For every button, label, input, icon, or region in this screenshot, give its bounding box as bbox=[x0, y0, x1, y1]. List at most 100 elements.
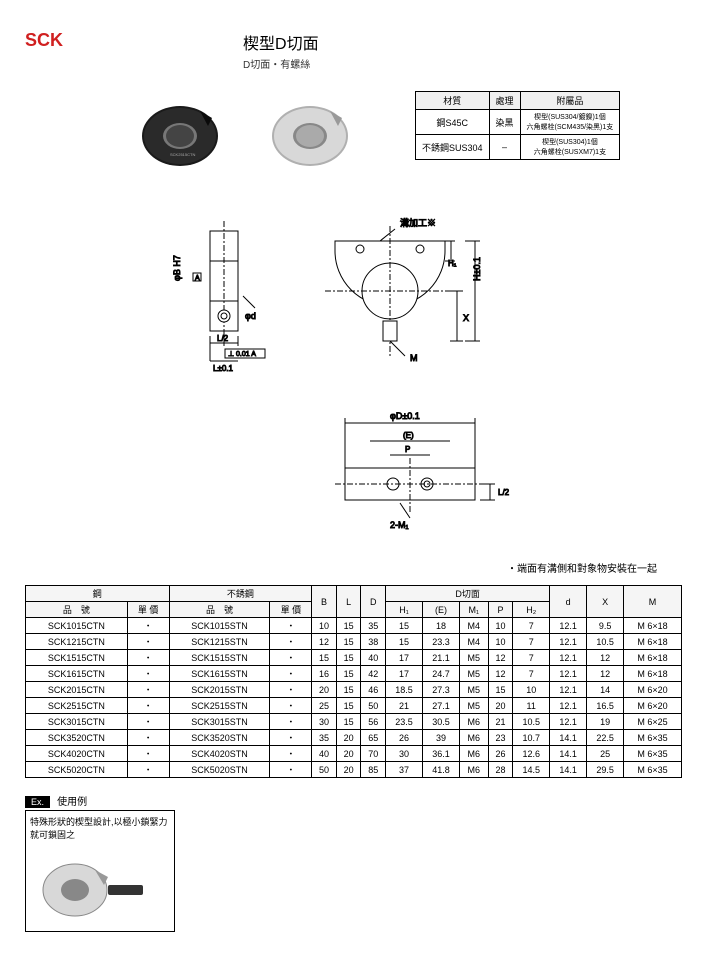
table-cell: ・ bbox=[270, 618, 312, 634]
table-cell: 12 bbox=[488, 650, 513, 666]
table-cell: M 6×18 bbox=[624, 618, 682, 634]
table-cell: 15 bbox=[336, 650, 361, 666]
table-cell: 12.1 bbox=[550, 634, 587, 650]
table-cell: 12 bbox=[587, 666, 624, 682]
treatment-col: 處理 bbox=[489, 92, 520, 110]
table-cell: M 6×18 bbox=[624, 650, 682, 666]
table-cell: ・ bbox=[127, 634, 169, 650]
table-cell: ・ bbox=[270, 762, 312, 778]
table-cell: SCK2515CTN bbox=[26, 698, 128, 714]
table-cell: M6 bbox=[459, 746, 488, 762]
table-cell: SCK1615STN bbox=[169, 666, 270, 682]
svg-text:φd: φd bbox=[245, 311, 256, 321]
table-cell: M6 bbox=[459, 730, 488, 746]
table-cell: SCK1215STN bbox=[169, 634, 270, 650]
table-cell: 50 bbox=[361, 698, 386, 714]
col-d: D bbox=[361, 586, 386, 618]
table-cell: ・ bbox=[127, 666, 169, 682]
table-cell: M 6×20 bbox=[624, 682, 682, 698]
table-cell: ・ bbox=[127, 746, 169, 762]
usage-section: Ex. 使用例 特殊形狀的楔型設計,以極小鎖緊力就可鎖固之 bbox=[25, 793, 682, 932]
svg-text:(E): (E) bbox=[403, 431, 414, 440]
usage-title: 使用例 bbox=[57, 797, 87, 808]
table-cell: 14.1 bbox=[550, 730, 587, 746]
material-cell: – bbox=[489, 135, 520, 160]
table-cell: SCK4020STN bbox=[169, 746, 270, 762]
table-cell: 56 bbox=[361, 714, 386, 730]
table-cell: 21 bbox=[386, 698, 423, 714]
table-cell: 29.5 bbox=[587, 762, 624, 778]
table-cell: 26 bbox=[488, 746, 513, 762]
table-cell: 40 bbox=[312, 746, 337, 762]
sub-header-cell: 單 價 bbox=[270, 602, 312, 618]
table-cell: 12 bbox=[587, 650, 624, 666]
table-row: SCK1515CTN・SCK1515STN・1515401721.1M51271… bbox=[26, 650, 682, 666]
table-cell: SCK2015CTN bbox=[26, 682, 128, 698]
sub-header-cell: 品 號 bbox=[169, 602, 270, 618]
table-cell: 12.1 bbox=[550, 618, 587, 634]
table-cell: 15 bbox=[386, 618, 423, 634]
table-cell: 15 bbox=[336, 714, 361, 730]
table-cell: 18 bbox=[423, 618, 460, 634]
usage-illustration bbox=[30, 845, 160, 925]
table-cell: 21 bbox=[488, 714, 513, 730]
table-cell: 12.1 bbox=[550, 682, 587, 698]
table-cell: ・ bbox=[127, 698, 169, 714]
table-cell: 24.7 bbox=[423, 666, 460, 682]
table-cell: 10.5 bbox=[513, 714, 550, 730]
product-code: SCK bbox=[25, 30, 63, 71]
table-cell: 30 bbox=[386, 746, 423, 762]
installation-note: ・端面有溝側和對象物安裝在一起 bbox=[25, 560, 657, 575]
table-cell: ・ bbox=[270, 714, 312, 730]
table-cell: 12 bbox=[488, 666, 513, 682]
table-cell: 10.7 bbox=[513, 730, 550, 746]
table-cell: SCK4020CTN bbox=[26, 746, 128, 762]
side-view-diagram: φB H7 A φd L/2 ⊥ 0.01 A L±0.1 bbox=[165, 211, 285, 383]
svg-text:X: X bbox=[463, 313, 469, 323]
table-cell: 12.1 bbox=[550, 666, 587, 682]
silver-collar-photo bbox=[255, 91, 365, 181]
group-header-row: 鋼 不銹鋼 B L D D切面 d X M bbox=[26, 586, 682, 602]
table-cell: 7 bbox=[513, 650, 550, 666]
svg-text:φD±0.1: φD±0.1 bbox=[390, 411, 420, 421]
product-images-row: SCK2515CTN 材質 處理 附屬品 鋼S45C染黑楔型(SUS304/鍍鎳… bbox=[125, 91, 682, 181]
table-cell: SCK3015STN bbox=[169, 714, 270, 730]
sub-title: D切面・有螺絲 bbox=[243, 56, 319, 71]
table-cell: ・ bbox=[127, 618, 169, 634]
table-cell: M4 bbox=[459, 618, 488, 634]
table-cell: 39 bbox=[423, 730, 460, 746]
black-collar-photo: SCK2515CTN bbox=[125, 91, 235, 181]
table-cell: SCK1015CTN bbox=[26, 618, 128, 634]
header: SCK 楔型D切面 D切面・有螺絲 bbox=[25, 30, 682, 71]
table-cell: ・ bbox=[270, 666, 312, 682]
front-view-diagram: 溝加工※ H±0.1 X H₁ M bbox=[305, 211, 505, 383]
table-cell: 50 bbox=[312, 762, 337, 778]
col-small-d: d bbox=[550, 586, 587, 618]
table-cell: ・ bbox=[270, 634, 312, 650]
material-table: 材質 處理 附屬品 鋼S45C染黑楔型(SUS304/鍍鎳)1個 六角螺栓(SC… bbox=[415, 91, 620, 160]
table-cell: 30 bbox=[312, 714, 337, 730]
svg-text:A: A bbox=[195, 275, 200, 282]
table-cell: SCK3520STN bbox=[169, 730, 270, 746]
table-cell: 46 bbox=[361, 682, 386, 698]
table-cell: 20 bbox=[336, 746, 361, 762]
table-cell: SCK5020STN bbox=[169, 762, 270, 778]
table-cell: 10 bbox=[488, 618, 513, 634]
table-cell: 30.5 bbox=[423, 714, 460, 730]
table-cell: 16 bbox=[312, 666, 337, 682]
table-cell: 7 bbox=[513, 666, 550, 682]
table-cell: 12 bbox=[312, 634, 337, 650]
table-cell: 15 bbox=[386, 634, 423, 650]
table-cell: 10 bbox=[488, 634, 513, 650]
table-cell: 12.1 bbox=[550, 650, 587, 666]
svg-text:⊥ 0.01 A: ⊥ 0.01 A bbox=[228, 351, 256, 358]
table-cell: 28 bbox=[488, 762, 513, 778]
table-cell: M 6×20 bbox=[624, 698, 682, 714]
table-row: SCK3520CTN・SCK3520STN・3520652639M62310.7… bbox=[26, 730, 682, 746]
table-cell: 41.8 bbox=[423, 762, 460, 778]
svg-text:溝加工※: 溝加工※ bbox=[400, 217, 436, 228]
svg-text:L/2: L/2 bbox=[217, 334, 229, 343]
table-cell: SCK3015CTN bbox=[26, 714, 128, 730]
table-cell: SCK3520CTN bbox=[26, 730, 128, 746]
table-cell: ・ bbox=[270, 682, 312, 698]
